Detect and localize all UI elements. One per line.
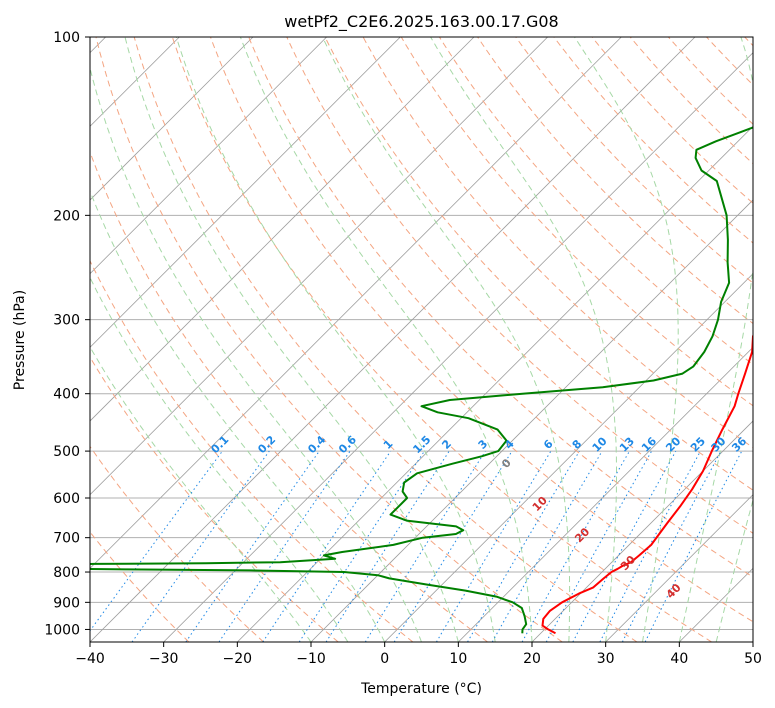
mixing-ratio-lines <box>90 450 743 642</box>
y-axis-label: Pressure (hPa) <box>12 290 28 390</box>
mixing-ratio-line <box>218 450 351 642</box>
dry-adiabat-line <box>248 37 753 578</box>
dry-adiabat-line <box>171 37 712 642</box>
y-tick-label: 900 <box>53 595 80 611</box>
dry-adiabat-line <box>515 37 753 284</box>
dry-adiabat-line <box>133 37 638 642</box>
isotherm-line <box>384 273 753 642</box>
y-tick-label: 700 <box>53 531 80 547</box>
y-tick-label: 800 <box>53 565 80 581</box>
y-axis-ticks: 100 200 300 400 500 600 700 800 900 1000 <box>44 30 90 638</box>
dry-adiabats <box>90 37 753 642</box>
mixing-ratio-line <box>298 450 425 642</box>
y-tick-label: 300 <box>53 313 80 329</box>
isotherm-line <box>90 37 696 642</box>
moist-adiabat-line <box>124 37 459 642</box>
x-tick-label: −40 <box>75 651 105 667</box>
x-tick-label: 10 <box>449 651 467 667</box>
plot-frame <box>89 36 754 643</box>
moist-adiabat-line <box>574 37 679 642</box>
moist-adiabat-line <box>715 498 753 642</box>
y-tick-label: 600 <box>53 491 80 507</box>
y-tick-label: 100 <box>53 30 80 46</box>
dry-adiabat-line <box>477 37 753 325</box>
x-tick-label: 50 <box>744 651 762 667</box>
isotherm-line <box>90 37 401 348</box>
dry-adiabat-line <box>210 37 753 623</box>
x-axis-ticks: −40 −30 −20 −10 0 10 20 30 40 50 <box>75 642 762 667</box>
moist-adiabat-line <box>678 37 753 642</box>
dry-adiabat-line <box>362 37 753 449</box>
x-tick-label: 40 <box>670 651 688 667</box>
isotherm-line <box>163 52 753 642</box>
isotherm-line <box>605 494 753 642</box>
isotherm-line <box>90 37 622 569</box>
isotherm-line <box>531 420 753 642</box>
mixing-ratio-line <box>325 450 450 642</box>
dry-adiabat-line <box>90 445 264 642</box>
mixing-ratio-line <box>262 450 392 642</box>
dewpoint-profile-line <box>90 126 753 634</box>
moist-adiabats <box>90 37 753 642</box>
moist-adiabat-line <box>90 345 312 642</box>
mixing-ratio-line <box>364 450 486 642</box>
isotherm-line <box>458 346 753 642</box>
mixing-ratio-line <box>393 450 513 642</box>
isotherm-line <box>90 37 548 496</box>
plot-area: -100-90-80-70-60-50-40-30-20-100.10.20.4… <box>90 37 753 642</box>
y-tick-label: 400 <box>53 387 80 403</box>
mixing-ratio-line <box>599 450 701 642</box>
dry-adiabat-line <box>400 37 753 407</box>
dry-adiabat-line <box>324 37 753 491</box>
moist-adiabat-line <box>239 37 533 642</box>
isotherm-line <box>90 37 327 275</box>
x-tick-label: −30 <box>149 651 179 667</box>
isotherm-line <box>90 37 254 201</box>
x-tick-label: 0 <box>380 651 389 667</box>
chart-title: wetPf2_C2E6.2025.163.00.17.G08 <box>284 12 558 32</box>
isotherms <box>90 37 753 642</box>
moist-adiabat-line <box>430 37 617 642</box>
y-tick-label: 500 <box>53 444 80 460</box>
dry-adiabat-line <box>591 37 753 204</box>
moist-adiabat-line <box>90 65 422 642</box>
mixing-ratio-line <box>467 450 580 642</box>
moist-adiabat-line <box>90 189 386 642</box>
x-tick-label: −10 <box>296 651 326 667</box>
x-axis-label: Temperature (°C) <box>360 681 482 697</box>
mixing-ratio-line <box>572 450 677 642</box>
x-tick-label: −20 <box>223 651 253 667</box>
moist-adiabat-line <box>90 276 349 642</box>
y-tick-label: 1000 <box>44 622 80 638</box>
x-tick-label: 20 <box>523 651 541 667</box>
x-tick-label: 30 <box>597 651 615 667</box>
sounding-series <box>90 126 753 635</box>
dry-adiabat-line <box>95 37 563 642</box>
mixing-ratio-line <box>185 450 320 642</box>
isotherm-line <box>237 125 753 642</box>
y-tick-label: 200 <box>53 208 80 224</box>
moist-adiabat-line <box>322 37 571 642</box>
moist-adiabat-line <box>175 37 496 642</box>
mixing-ratio-line <box>435 450 552 642</box>
dry-adiabat-line <box>90 259 414 642</box>
temperature-profile-line <box>541 333 753 635</box>
isotherm-line <box>90 37 475 422</box>
